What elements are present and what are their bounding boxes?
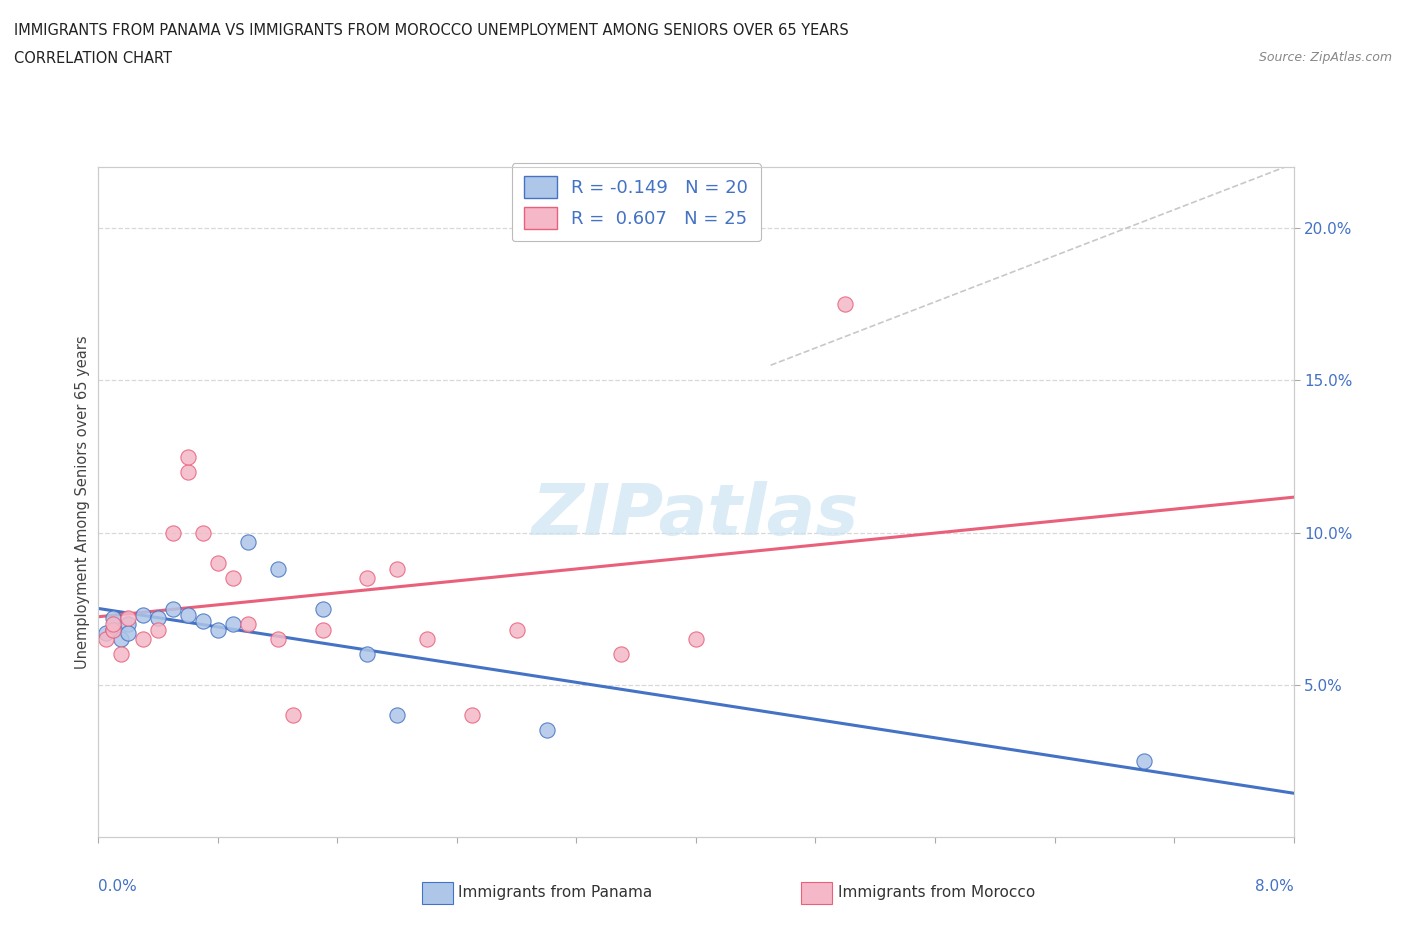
- Point: [117, 626, 139, 641]
- Point: [117, 610, 139, 625]
- Legend: R = -0.149   N = 20, R =  0.607   N = 25: R = -0.149 N = 20, R = 0.607 N = 25: [512, 163, 761, 242]
- Point: [103, 617, 125, 631]
- Point: [132, 631, 155, 646]
- Point: [222, 617, 245, 631]
- Point: [356, 571, 378, 586]
- Point: [461, 708, 484, 723]
- Point: [834, 297, 856, 312]
- Point: [416, 631, 439, 646]
- Y-axis label: Unemployment Among Seniors over 65 years: Unemployment Among Seniors over 65 years: [75, 336, 90, 669]
- Point: [191, 614, 214, 629]
- Point: [103, 622, 125, 637]
- Point: [110, 647, 132, 662]
- Point: [385, 708, 409, 723]
- Text: 8.0%: 8.0%: [1254, 879, 1294, 894]
- Text: CORRELATION CHART: CORRELATION CHART: [14, 51, 172, 66]
- Point: [281, 708, 304, 723]
- Point: [267, 562, 290, 577]
- Point: [236, 535, 259, 550]
- Point: [610, 647, 633, 662]
- Point: [177, 449, 200, 464]
- Point: [506, 622, 529, 637]
- Point: [207, 555, 229, 570]
- Point: [162, 525, 184, 540]
- Point: [385, 562, 409, 577]
- Point: [222, 571, 245, 586]
- Point: [94, 631, 117, 646]
- Point: [311, 602, 333, 617]
- Text: Immigrants from Morocco: Immigrants from Morocco: [838, 885, 1035, 900]
- Point: [117, 617, 139, 631]
- Point: [132, 607, 155, 622]
- Point: [94, 626, 117, 641]
- Text: Immigrants from Panama: Immigrants from Panama: [458, 885, 652, 900]
- Point: [356, 647, 378, 662]
- Point: [236, 617, 259, 631]
- Text: ZIPatlas: ZIPatlas: [533, 481, 859, 550]
- Point: [110, 631, 132, 646]
- Point: [177, 607, 200, 622]
- Point: [207, 622, 229, 637]
- Text: Source: ZipAtlas.com: Source: ZipAtlas.com: [1258, 51, 1392, 64]
- Point: [103, 622, 125, 637]
- Text: IMMIGRANTS FROM PANAMA VS IMMIGRANTS FROM MOROCCO UNEMPLOYMENT AMONG SENIORS OVE: IMMIGRANTS FROM PANAMA VS IMMIGRANTS FRO…: [14, 23, 849, 38]
- Point: [685, 631, 707, 646]
- Point: [267, 631, 290, 646]
- Point: [191, 525, 214, 540]
- Point: [148, 610, 170, 625]
- Point: [311, 622, 333, 637]
- Text: 0.0%: 0.0%: [98, 879, 138, 894]
- Point: [103, 610, 125, 625]
- Point: [162, 602, 184, 617]
- Point: [177, 464, 200, 479]
- Point: [536, 723, 558, 737]
- Point: [148, 622, 170, 637]
- Point: [1133, 753, 1156, 768]
